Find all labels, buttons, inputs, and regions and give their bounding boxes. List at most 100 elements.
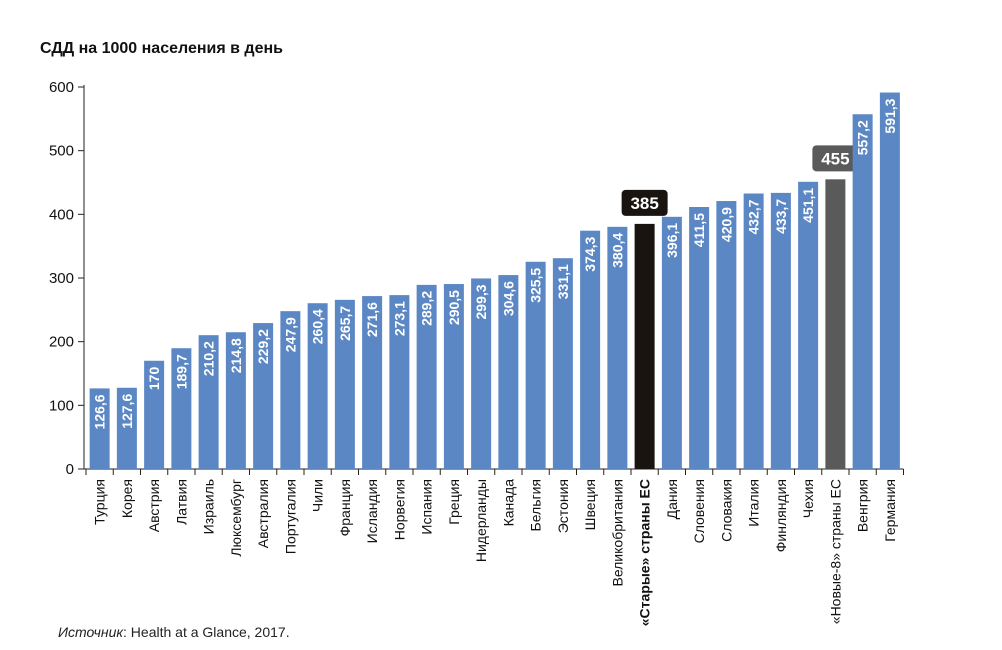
source-note: Источник: Health at a Glance, 2017. (58, 624, 290, 640)
category-label: Латвия (173, 479, 189, 525)
value-label: 247,9 (282, 317, 298, 352)
category-label: Австрия (146, 479, 162, 532)
source-text: : Health at a Glance, 2017. (123, 624, 290, 640)
bar (443, 284, 464, 469)
bar (144, 360, 165, 469)
value-label: 325,5 (528, 268, 544, 303)
chart-title: СДД на 1000 населения в день (40, 40, 283, 57)
value-label: 214,8 (228, 338, 244, 373)
value-label: 374,3 (582, 236, 598, 271)
category-label: Люксембург (228, 479, 244, 557)
y-tick-label: 600 (49, 79, 74, 96)
category-label: «Новые-8» страны ЕС (827, 479, 843, 624)
value-label: 271,6 (364, 302, 380, 337)
bar (743, 193, 764, 469)
value-label: 290,5 (446, 290, 462, 325)
value-label: 170 (146, 367, 162, 391)
category-label: Турция (92, 479, 108, 525)
category-label: Австралия (255, 479, 271, 548)
bar (171, 348, 192, 469)
category-label: Португалия (282, 479, 298, 554)
bar (280, 311, 301, 469)
category-label: Чехия (800, 479, 816, 518)
bar (825, 179, 846, 470)
value-label: 289,2 (419, 291, 435, 326)
value-label: 273,1 (391, 301, 407, 336)
bar (253, 323, 274, 469)
bar (552, 258, 573, 469)
value-label: 433,7 (773, 199, 789, 234)
bar (334, 299, 355, 469)
category-label: Италия (746, 479, 762, 527)
value-label: 432,7 (746, 199, 762, 234)
category-label: Венгрия (855, 479, 871, 532)
value-label: 420,9 (718, 207, 734, 242)
value-label: 411,5 (691, 213, 707, 247)
bar (607, 226, 628, 469)
bar (879, 92, 900, 469)
value-label: 126,6 (92, 394, 108, 429)
category-label: «Старые» страны ЕС (637, 479, 653, 626)
bar (225, 332, 246, 469)
y-tick-label: 200 (49, 334, 74, 351)
value-label: 127,6 (119, 394, 135, 429)
y-tick-label: 100 (49, 397, 74, 414)
value-label: 265,7 (337, 306, 353, 341)
category-label: Великобритания (609, 479, 625, 587)
category-label: Словакия (718, 479, 734, 542)
value-label: 557,2 (855, 120, 871, 155)
category-label: Исландия (364, 479, 380, 543)
value-label: 260,4 (310, 309, 326, 344)
category-label: Нидерланды (473, 479, 489, 562)
bar (634, 223, 655, 469)
value-label: 304,6 (500, 281, 516, 316)
category-label: Германия (882, 479, 898, 542)
category-label: Корея (119, 479, 135, 518)
value-label: 380,4 (609, 233, 625, 268)
category-label: Израиль (201, 479, 217, 534)
value-label: 451,1 (800, 188, 816, 223)
bar (580, 230, 601, 469)
value-label: 591,3 (882, 98, 898, 133)
source-label: Источник (58, 624, 124, 640)
bar (770, 192, 791, 469)
category-label: Испания (419, 479, 435, 535)
value-badge (621, 189, 668, 216)
bar (661, 216, 682, 469)
bar (471, 278, 492, 469)
bar (716, 201, 737, 470)
bar (89, 388, 110, 469)
bar (852, 114, 873, 470)
bar (498, 275, 519, 469)
value-label: 396,1 (664, 223, 680, 258)
bar (525, 261, 546, 469)
bar (198, 335, 219, 469)
bar (116, 387, 137, 469)
category-label: Финляндия (773, 479, 789, 552)
category-label: Норвегия (391, 479, 407, 540)
value-label: 189,7 (173, 354, 189, 389)
category-label: Греция (446, 479, 462, 525)
category-label: Эстония (555, 479, 571, 533)
bar (307, 303, 328, 469)
category-label: Канада (500, 479, 516, 527)
bar (416, 284, 437, 469)
category-label: Бельгия (528, 479, 544, 531)
value-label: 385 (630, 194, 658, 213)
value-label: 299,3 (473, 284, 489, 319)
category-label: Словения (691, 479, 707, 543)
category-label: Франция (337, 479, 353, 536)
bar (798, 181, 819, 469)
category-label: Швеция (582, 479, 598, 530)
y-tick-label: 300 (49, 270, 74, 287)
bar (389, 295, 410, 469)
category-label: Чили (310, 479, 326, 512)
y-tick-label: 500 (49, 143, 74, 160)
y-tick-label: 0 (66, 461, 74, 478)
value-label: 210,2 (201, 341, 217, 376)
bar (689, 207, 710, 470)
y-tick-label: 400 (49, 206, 74, 223)
value-label: 331,1 (555, 264, 571, 299)
value-label: 229,2 (255, 329, 271, 364)
